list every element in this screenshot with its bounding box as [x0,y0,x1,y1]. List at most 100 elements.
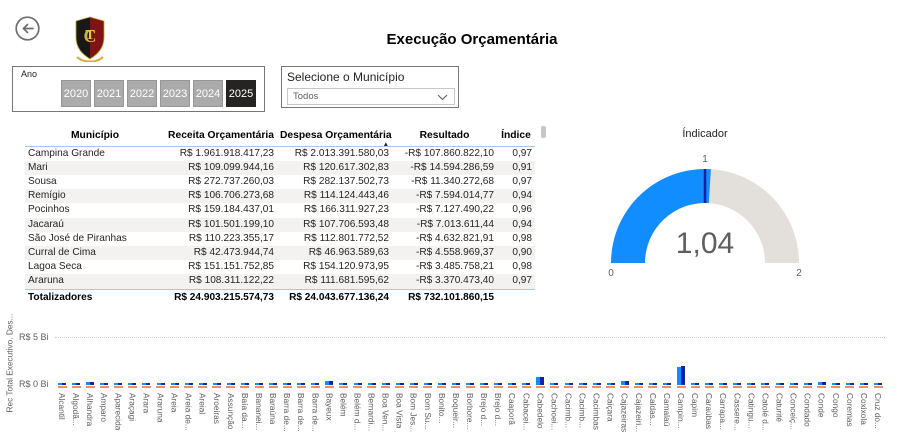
year-button-2025[interactable]: 2025 [226,80,256,107]
bar-despesa-7[interactable] [160,383,165,385]
bar-despesa-10[interactable] [202,383,207,385]
bar-receita-38[interactable] [592,383,597,385]
year-button-2020[interactable]: 2020 [61,80,91,107]
bar-despesa-18[interactable] [315,383,320,385]
bar-receita-33[interactable] [522,383,527,385]
bar-resultado-18[interactable] [310,386,320,388]
bar-despesa-42[interactable] [652,383,657,385]
table-scrollbar-thumb[interactable] [541,126,546,138]
table-row[interactable]: Curral de Cima R$ 42.473.944,74 R$ 46.963.… [25,245,535,261]
bar-receita-19[interactable] [325,380,330,385]
bar-receita-45[interactable] [691,383,696,385]
bar-receita-4[interactable] [114,383,119,385]
bar-receita-58[interactable] [874,383,878,385]
bar-resultado-35[interactable] [549,386,559,388]
column-header[interactable]: Município [25,126,165,147]
bar-despesa-27[interactable] [441,383,446,385]
bar-despesa-39[interactable] [610,383,615,385]
bar-receita-48[interactable] [733,383,738,385]
bar-resultado-15[interactable] [268,386,278,388]
column-header[interactable]: Despesa Orçamentária ▲ [277,126,392,148]
year-button-2024[interactable]: 2024 [193,80,223,107]
bar-despesa-32[interactable] [512,383,517,385]
bar-receita-18[interactable] [311,383,316,385]
bar-receita-12[interactable] [226,383,231,385]
bar-despesa-36[interactable] [568,383,573,385]
bar-despesa-47[interactable] [723,383,728,385]
bar-despesa-35[interactable] [554,383,559,385]
bar-despesa-17[interactable] [301,383,306,385]
bar-despesa-21[interactable] [357,383,362,385]
bar-resultado-37[interactable] [578,386,587,388]
bar-resultado-30[interactable] [479,386,489,388]
bar-receita-35[interactable] [550,383,555,385]
bar-resultado-51[interactable] [775,386,784,388]
bar-receita-5[interactable] [128,383,133,385]
bar-resultado-26[interactable] [423,386,433,388]
year-button-2021[interactable]: 2021 [94,80,124,107]
bar-receita-20[interactable] [339,383,344,385]
bar-receita-32[interactable] [508,383,513,385]
column-header[interactable]: Resultado [392,126,497,147]
bar-resultado-19[interactable] [324,386,334,388]
bar-receita-56[interactable] [845,383,850,385]
bar-resultado-6[interactable] [141,386,151,388]
bar-receita-11[interactable] [212,383,217,385]
bar-receita-7[interactable] [156,383,161,385]
bar-despesa-45[interactable] [695,383,700,385]
bar-resultado-10[interactable] [198,386,208,388]
bar-resultado-48[interactable] [732,386,742,388]
bar-despesa-49[interactable] [751,383,756,385]
bar-receita-13[interactable] [240,383,245,385]
table-row[interactable]: Campina Grande R$ 1.961.918.417,23 R$ 2.01… [25,146,535,161]
bar-despesa-33[interactable] [526,383,531,385]
bar-resultado-22[interactable] [367,386,376,388]
bar-resultado-29[interactable] [465,386,475,388]
bar-despesa-4[interactable] [118,383,123,385]
bar-resultado-34[interactable] [535,386,545,388]
bar-resultado-32[interactable] [507,386,517,388]
bar-despesa-57[interactable] [863,383,868,385]
bar-despesa-6[interactable] [146,383,151,385]
bar-receita-39[interactable] [606,383,611,385]
bar-resultado-45[interactable] [690,386,700,388]
bar-receita-2[interactable] [86,382,91,385]
bar-receita-27[interactable] [437,383,442,385]
bar-despesa-24[interactable] [399,383,404,385]
bar-despesa-43[interactable] [666,383,671,385]
bar-receita-24[interactable] [395,383,400,385]
bar-resultado-13[interactable] [240,386,250,388]
bar-despesa-2[interactable] [90,382,95,385]
bar-despesa-54[interactable] [821,382,826,385]
bar-resultado-25[interactable] [409,386,419,388]
bar-resultado-7[interactable] [156,386,165,388]
bar-resultado-56[interactable] [845,386,855,388]
table-row[interactable]: Remígio R$ 106.706.273,68 R$ 114.124.443,4… [25,189,535,204]
bar-resultado-31[interactable] [493,386,503,388]
bar-despesa-22[interactable] [371,383,376,385]
bar-resultado-28[interactable] [451,386,461,388]
bar-receita-8[interactable] [170,383,175,385]
table-row[interactable]: Araruna R$ 108.311.122,22 R$ 111.681.595,6… [25,274,535,290]
bar-despesa-13[interactable] [244,383,249,385]
bar-resultado-5[interactable] [127,386,137,388]
bar-despesa-38[interactable] [596,383,601,385]
bar-despesa-5[interactable] [132,383,137,385]
bar-receita-50[interactable] [761,383,766,385]
bar-receita-40[interactable] [620,381,625,385]
bar-resultado-46[interactable] [704,386,714,388]
bar-despesa-50[interactable] [765,383,770,385]
bar-resultado-53[interactable] [803,386,813,388]
bar-receita-54[interactable] [817,382,822,385]
bar-receita-15[interactable] [269,383,274,385]
bar-receita-30[interactable] [480,383,485,385]
bar-despesa-9[interactable] [188,383,193,385]
bar-resultado-17[interactable] [296,386,306,388]
bar-despesa-46[interactable] [709,383,714,385]
bar-resultado-14[interactable] [254,386,264,388]
bar-resultado-21[interactable] [353,386,362,388]
bar-receita-52[interactable] [789,383,794,385]
bar-resultado-33[interactable] [521,386,531,388]
bar-receita-3[interactable] [100,383,105,385]
bar-resultado-55[interactable] [831,386,841,388]
